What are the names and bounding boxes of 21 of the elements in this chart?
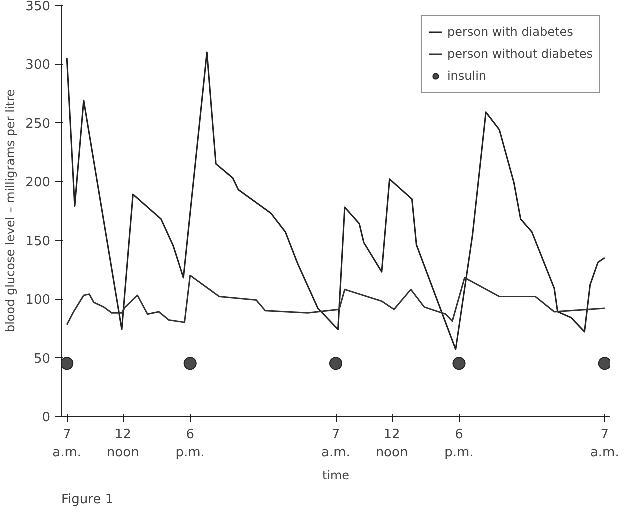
y-tick-label: 250 bbox=[26, 116, 51, 132]
y-tick-label: 150 bbox=[26, 234, 51, 250]
y-tick-label: 100 bbox=[26, 293, 51, 308]
legend-label: person with diabetes bbox=[447, 25, 574, 39]
x-axis-title: time bbox=[322, 468, 350, 482]
legend-label: insulin bbox=[447, 69, 487, 83]
y-tick-label: 350 bbox=[26, 0, 51, 14]
x-tick-label: 7 a.m. bbox=[52, 428, 82, 460]
x-tick-label: 6 p.m. bbox=[176, 428, 205, 460]
x-tick-label: 6 p.m. bbox=[444, 428, 474, 460]
y-tick-label: 200 bbox=[26, 176, 51, 191]
x-tick-label: 7 a.m. bbox=[590, 428, 620, 460]
x-tick-label: 12 noon bbox=[106, 428, 140, 460]
y-axis-title: blood glucose level – milligrams per litre bbox=[4, 89, 18, 333]
y-tick-label: 50 bbox=[34, 352, 51, 367]
x-tick-label: 7 a.m. bbox=[322, 428, 350, 460]
caption: Figure 1 bbox=[62, 492, 114, 508]
x-tick-label: 12 noon bbox=[376, 428, 408, 460]
y-tick-label: 300 bbox=[26, 58, 51, 74]
legend-label: person without diabetes bbox=[447, 47, 593, 61]
y-tick-label: 0 bbox=[42, 410, 51, 426]
